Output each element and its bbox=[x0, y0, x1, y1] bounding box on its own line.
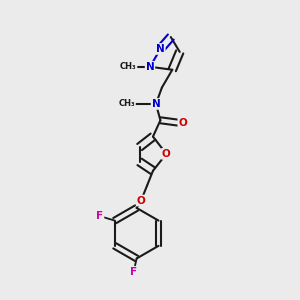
Text: CH₃: CH₃ bbox=[120, 62, 136, 71]
Text: N: N bbox=[146, 62, 154, 72]
Text: O: O bbox=[162, 149, 171, 159]
Text: N: N bbox=[152, 99, 160, 109]
Text: N: N bbox=[156, 44, 165, 54]
Text: F: F bbox=[96, 211, 103, 221]
Text: O: O bbox=[178, 118, 187, 128]
Text: O: O bbox=[137, 196, 146, 206]
Text: CH₃: CH₃ bbox=[118, 99, 135, 108]
Text: F: F bbox=[130, 267, 137, 277]
